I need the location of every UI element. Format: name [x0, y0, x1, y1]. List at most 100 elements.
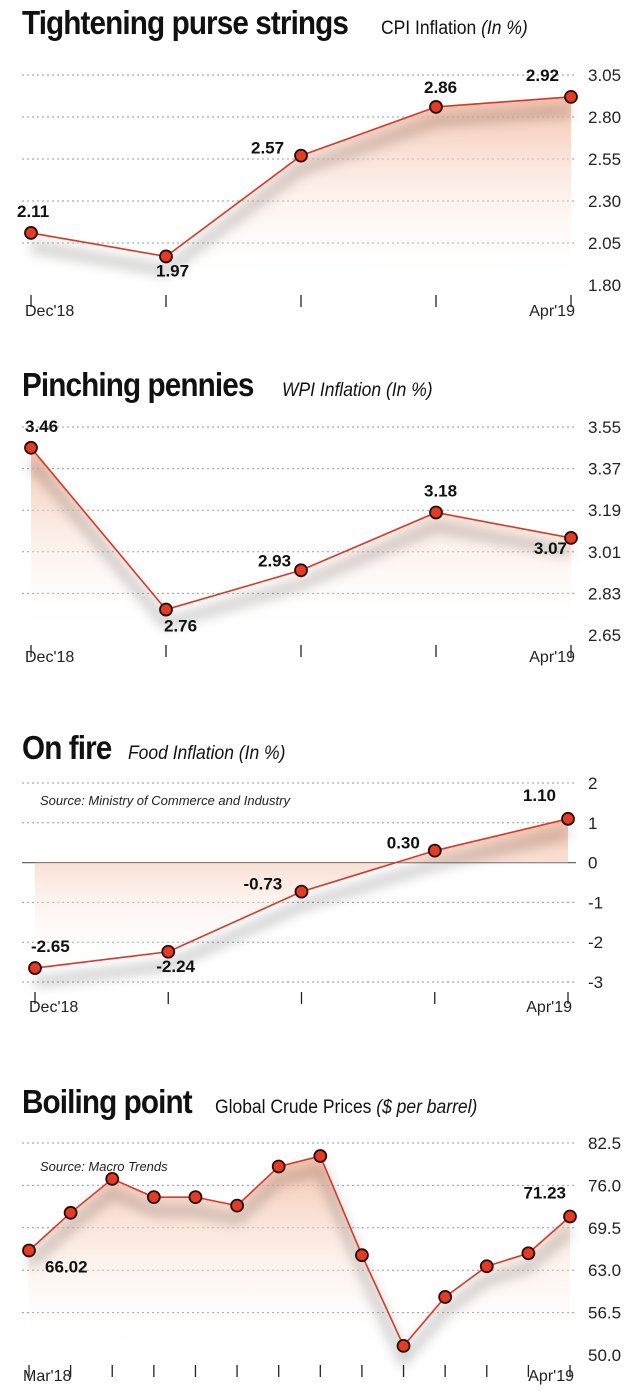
y-tick-label: 2.05 [588, 234, 621, 253]
y-tick-label: 1 [588, 814, 597, 833]
data-point [429, 505, 443, 520]
data-point [161, 944, 176, 959]
data-label: 2.11 [17, 202, 49, 221]
series-line [28, 1155, 571, 1348]
area-fill [31, 96, 571, 285]
y-tick-label: 50.0 [588, 1346, 621, 1365]
y-tick-label: 2.30 [588, 192, 621, 211]
y-tick-label: 76.0 [588, 1176, 621, 1195]
y-tick-label: 69.5 [588, 1219, 621, 1238]
x-tick-label: Dec'18 [25, 303, 74, 320]
data-point [105, 1171, 120, 1186]
chart-subtitle: WPI Inflation (In %) [281, 380, 433, 401]
data-point [294, 884, 309, 899]
data-label: 2.76 [164, 617, 197, 636]
line-shadow [25, 1164, 573, 1369]
data-label: -2.24 [156, 957, 195, 976]
data-label: -2.65 [31, 937, 70, 956]
line-shadow [34, 828, 570, 987]
y-tick-label: 2.83 [588, 584, 621, 603]
crude-chart-panel: Boiling point Global Crude Prices ($ per… [0, 1075, 640, 1395]
y-tick-label: 2.80 [588, 108, 621, 127]
food-line-chart: 2 1 0 -1 -2 -3 Dec'18 Apr'19 Source: Ministry of… [22, 774, 603, 1016]
data-label: 66.02 [45, 1258, 88, 1277]
chart-unit: (In %) [385, 380, 433, 401]
data-point [561, 811, 575, 826]
food-chart-panel: On fire Food Inflation (In %) 2 1 0 -1 -2 -3 D… [0, 715, 640, 1045]
cpi-chart-header: Tightening purse strings CPI Inflation (… [22, 4, 540, 42]
y-tick-label: 56.5 [588, 1304, 621, 1323]
crude-chart-header: Boiling point Global Crude Prices ($ per… [22, 1083, 500, 1121]
data-point [22, 1243, 36, 1258]
data-point [521, 1246, 536, 1261]
chart-title: Boiling point [22, 1083, 193, 1120]
data-point [63, 1205, 78, 1220]
y-tick-label: 3.05 [588, 66, 621, 85]
data-label: 0.30 [387, 834, 420, 853]
data-point [159, 602, 173, 617]
data-label: 2.86 [424, 78, 457, 97]
line-shadow [27, 458, 572, 629]
data-point [427, 843, 442, 858]
y-tick-label: 3.55 [588, 418, 621, 437]
data-point [438, 1290, 453, 1304]
data-point [355, 1248, 369, 1263]
data-point [294, 563, 308, 578]
chart-subtitle: Global Crude Prices ($ per barrel) [215, 1097, 478, 1118]
y-tick-label: -2 [588, 933, 603, 952]
data-label: 1.97 [156, 261, 189, 280]
line-shadow [30, 106, 572, 276]
x-tick-label: Mar'18 [23, 1368, 72, 1385]
cpi-line-chart: 3.05 2.80 2.55 2.30 2.05 1.80 Dec'18 Apr'19 2.11… [17, 66, 621, 320]
chart-unit: ($ per barrel) [376, 1097, 478, 1118]
data-label: 2.92 [526, 66, 559, 85]
data-label: 3.07 [534, 539, 567, 558]
y-tick-label: 3.19 [588, 501, 621, 520]
cpi-chart-panel: Tightening purse strings CPI Inflation (… [0, 0, 640, 330]
wpi-chart-header: Pinching pennies WPI Inflation (In %) [22, 366, 445, 404]
data-point [24, 440, 38, 455]
data-point [479, 1259, 494, 1274]
y-tick-label: 0 [588, 854, 597, 873]
y-tick-label: 82.5 [588, 1134, 621, 1153]
data-point [564, 89, 578, 104]
x-tick-label: Apr'19 [529, 649, 575, 666]
data-label: 2.93 [258, 551, 291, 570]
data-point [146, 1190, 161, 1205]
y-tick-label: 1.80 [588, 276, 621, 295]
source-note: Source: Ministry of Commerce and Industr… [40, 793, 291, 808]
y-tick-label: -3 [588, 973, 603, 992]
data-point [313, 1149, 328, 1163]
chart-title: Tightening purse strings [22, 4, 349, 41]
data-point [294, 148, 308, 163]
x-tick-label: Apr'19 [528, 1368, 574, 1385]
y-tick-label: 3.37 [588, 460, 621, 479]
data-point [159, 249, 173, 264]
data-point [24, 226, 38, 240]
x-tick-label: Apr'19 [529, 303, 575, 320]
data-point [429, 100, 443, 114]
y-tick-label: 63.0 [588, 1261, 621, 1280]
chart-title: Pinching pennies [22, 366, 254, 403]
crude-line-chart: 82.5 76.0 69.5 63.0 56.5 50.0 Mar'18 Apr'19 Sour… [22, 1134, 621, 1385]
data-point [396, 1338, 411, 1353]
area-fill [29, 1156, 570, 1355]
wpi-chart-panel: Pinching pennies WPI Inflation (In %) 3.… [0, 360, 640, 690]
chart-subtitle: Food Inflation (In %) [127, 743, 286, 764]
data-point [188, 1190, 203, 1205]
y-tick-label: 2 [588, 774, 597, 793]
y-tick-label: 3.01 [588, 543, 621, 562]
chart-unit: (In %) [480, 18, 528, 39]
data-point [564, 531, 578, 545]
food-chart-header: On fire Food Inflation (In %) [22, 729, 299, 767]
x-tick-label: Dec'18 [29, 999, 78, 1016]
data-point [563, 1209, 577, 1224]
data-label: 71.23 [523, 1184, 566, 1203]
data-label: 2.57 [251, 139, 284, 158]
y-tick-label: -1 [588, 893, 603, 912]
data-label: -0.73 [244, 875, 283, 894]
y-tick-label: 2.65 [588, 626, 621, 645]
y-tick-label: 2.55 [588, 150, 621, 169]
chart-unit: (In %) [238, 743, 286, 764]
data-label: 3.46 [25, 417, 58, 436]
